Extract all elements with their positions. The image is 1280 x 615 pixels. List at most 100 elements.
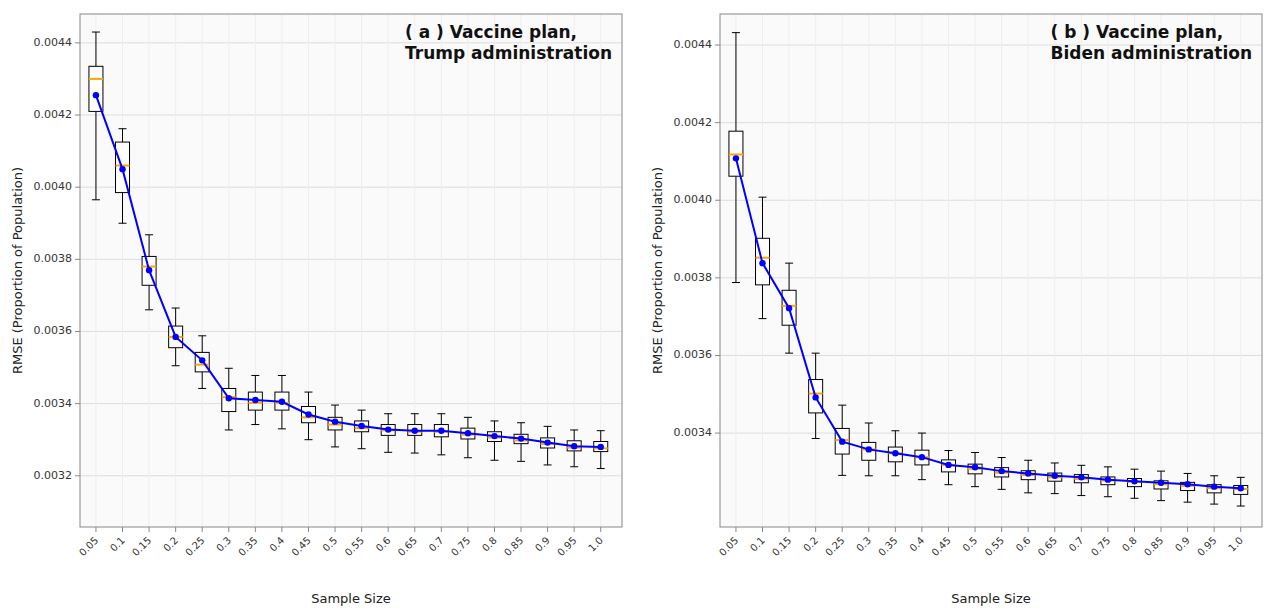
y-tick — [75, 475, 80, 476]
y-tick-label: 0.0036 — [34, 324, 73, 337]
x-tick — [1081, 527, 1082, 532]
mean-dot — [839, 438, 845, 444]
y-tick — [715, 355, 720, 356]
grid-line — [720, 277, 1262, 278]
mean-dot — [199, 357, 205, 363]
whisker-low — [228, 412, 229, 430]
whisker-cap-low — [411, 453, 419, 454]
x-axis-label: Sample Size — [311, 591, 391, 606]
grid-line — [80, 403, 622, 404]
mean-dot — [491, 433, 497, 439]
whisker-cap-low — [490, 460, 498, 461]
x-tick — [521, 527, 522, 532]
x-tick — [574, 527, 575, 532]
box-iqr — [1234, 485, 1248, 494]
x-tick — [228, 527, 229, 532]
whisker-cap-high — [517, 422, 525, 423]
whisker-high — [255, 375, 256, 392]
grid-line — [720, 433, 1262, 434]
panel: 0.00340.00360.00380.00400.00420.00440.05… — [650, 14, 1263, 606]
mean-dot — [919, 454, 925, 460]
y-tick — [715, 122, 720, 123]
x-tick-label: 0.05 — [717, 535, 741, 559]
grid-line — [467, 14, 468, 527]
whisker-cap-high — [865, 423, 873, 424]
grid-line — [735, 14, 736, 527]
y-tick-label: 0.0042 — [674, 116, 713, 129]
grid-line — [202, 14, 203, 527]
x-tick — [1054, 527, 1055, 532]
median-line — [89, 78, 103, 80]
x-tick — [414, 527, 415, 532]
whisker-low — [1161, 489, 1162, 501]
y-tick — [75, 403, 80, 404]
whisker-low — [921, 465, 922, 480]
whisker-cap-high — [732, 32, 740, 33]
x-tick-label: 0.25 — [183, 535, 207, 559]
mean-dot — [332, 418, 338, 424]
whisker-cap-high — [251, 375, 259, 376]
whisker-low — [1081, 483, 1082, 496]
mean-dot — [786, 305, 792, 311]
whisker-cap-high — [225, 368, 233, 369]
whisker-cap-high — [570, 429, 578, 430]
whisker-cap-low — [971, 486, 979, 487]
whisker-cap-low — [145, 309, 153, 310]
whisker-cap-high — [891, 430, 899, 431]
whisker-cap-high — [1077, 465, 1085, 466]
x-tick-label: 0.55 — [343, 535, 367, 559]
whisker-low — [735, 176, 736, 282]
whisker-high — [335, 405, 336, 417]
panel-title: ( b ) Vaccine plan,Biden administration — [1051, 22, 1252, 63]
whisker-low — [975, 474, 976, 487]
x-tick-label: 0.95 — [555, 535, 579, 559]
whisker-cap-low — [251, 424, 259, 425]
grid-line — [1081, 14, 1082, 527]
y-axis-label: RMSE (Proportion of Population) — [650, 167, 665, 374]
whisker-cap-low — [1104, 496, 1112, 497]
x-tick — [202, 527, 203, 532]
y-tick-label: 0.0044 — [674, 38, 713, 51]
whisker-cap-high — [119, 128, 127, 129]
grid-line — [1107, 14, 1108, 527]
plot-background — [80, 14, 622, 527]
whisker-high — [948, 451, 949, 460]
whisker-high — [1001, 458, 1002, 468]
mean-dot — [972, 464, 978, 470]
grid-line — [122, 14, 123, 527]
mean-dot — [465, 430, 471, 436]
box-iqr — [1048, 473, 1062, 481]
x-tick — [175, 527, 176, 532]
y-tick — [715, 277, 720, 278]
x-tick — [388, 527, 389, 532]
title-line: ( b ) Vaccine plan, — [1051, 22, 1224, 42]
mean-dot — [1238, 485, 1244, 491]
x-tick-label: 0.35 — [236, 535, 260, 559]
grid-line — [1240, 14, 1241, 527]
y-tick-label: 0.0044 — [34, 36, 73, 49]
y-tick-label: 0.0042 — [34, 108, 73, 121]
whisker-cap-low — [544, 464, 552, 465]
whisker-high — [361, 410, 362, 421]
x-tick-label: 0.5 — [320, 535, 339, 554]
grid-line — [1161, 14, 1162, 527]
x-tick — [975, 527, 976, 532]
grid-line — [975, 14, 976, 527]
whisker-high — [1187, 473, 1188, 482]
box-iqr — [1127, 478, 1141, 486]
whisker-cap-low — [172, 365, 180, 366]
mean-dot — [733, 155, 739, 161]
x-tick-label: 0.1 — [748, 535, 767, 554]
whisker-high — [921, 433, 922, 450]
whisker-high — [789, 263, 790, 290]
whisker-cap-high — [331, 405, 339, 406]
y-tick — [75, 115, 80, 116]
y-tick — [715, 200, 720, 201]
mean-line — [736, 158, 1241, 488]
mean-dot — [172, 334, 178, 340]
grid-line — [1001, 14, 1002, 527]
whisker-low — [202, 372, 203, 389]
box-iqr — [328, 417, 342, 430]
grid-line — [521, 14, 522, 527]
whisker-low — [388, 435, 389, 452]
